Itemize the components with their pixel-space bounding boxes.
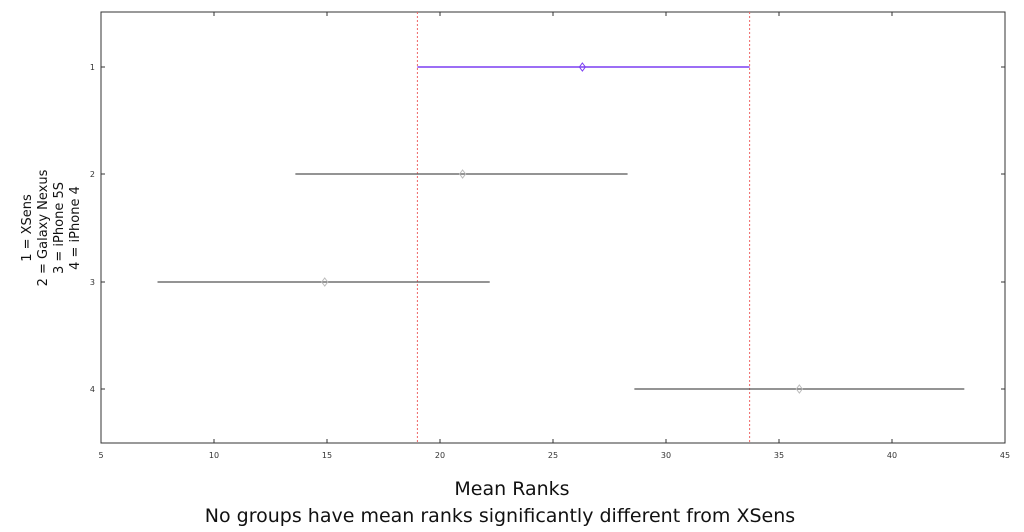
mean-marker-group-1 [578,62,587,72]
ylabel-line-2: 2 = Galaxy Nexus [36,169,51,287]
y-tick-label: 4 [90,385,95,394]
mean-marker-group-2 [458,169,467,179]
y-axis-ticks: 1 2 3 4 [90,63,1005,394]
comparison-intervals [157,62,965,394]
y-tick-label: 1 [90,63,95,72]
x-tick-label: 15 [322,451,332,460]
x-tick-label: 45 [1000,451,1010,460]
y-tick-label: 2 [90,170,95,179]
ylabel-line-1: 1 = XSens [20,194,35,262]
plot-frame [100,11,1006,444]
x-tick-label: 10 [209,451,219,460]
x-tick-label: 5 [98,451,103,460]
y-axis-label: 1 = XSens 2 = Galaxy Nexus 3 = iPhone 5S… [4,12,100,444]
x-tick-label: 20 [435,451,445,460]
x-tick-label: 40 [887,451,897,460]
ylabel-line-4: 4 = iPhone 4 [68,186,83,270]
x-axis-ticks: 5 10 15 20 25 30 35 40 45 [98,12,1010,460]
ylabel-line-3: 3 = iPhone 5S [52,182,67,274]
x-tick-label: 25 [548,451,558,460]
x-tick-label: 30 [661,451,671,460]
x-axis-label: Mean Ranks [454,478,570,500]
x-tick-label: 35 [774,451,784,460]
y-tick-label: 3 [90,278,95,287]
chart-subtitle: No groups have mean ranks significantly … [204,505,796,527]
mean-marker-group-3 [321,277,329,287]
mean-marker-group-4 [795,384,803,394]
